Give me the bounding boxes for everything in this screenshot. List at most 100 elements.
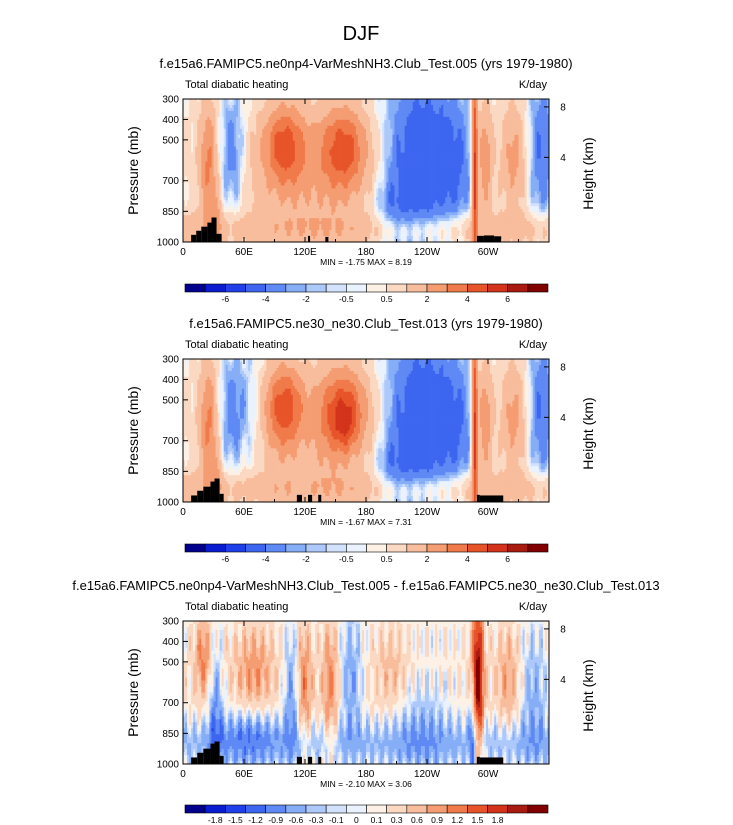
heatmap-cell	[256, 146, 259, 150]
heatmap-cell	[374, 179, 377, 183]
heatmap-cell	[241, 167, 245, 171]
heatmap-cell	[335, 173, 338, 177]
heatmap-cell	[420, 110, 424, 115]
heatmap-cell	[237, 110, 241, 115]
heatmap-cell	[313, 107, 316, 112]
heatmap-cell	[292, 101, 296, 106]
heatmap-cell	[473, 128, 477, 133]
heatmap-cell	[309, 134, 312, 139]
heatmap-cell	[388, 167, 391, 171]
heatmap-cell	[431, 110, 434, 115]
heatmap-cell	[239, 176, 243, 180]
heatmap-cell	[199, 110, 202, 115]
heatmap-cell	[404, 161, 408, 165]
heatmap-cell	[213, 104, 216, 109]
heatmap-cell	[355, 113, 359, 118]
heatmap-cell	[355, 99, 359, 103]
heatmap-cell	[372, 164, 375, 168]
heatmap-cell	[294, 107, 298, 112]
heatmap-cell	[309, 176, 312, 180]
heatmap-cell	[292, 99, 296, 103]
heatmap-cell	[382, 110, 385, 115]
heatmap-cell	[534, 99, 538, 103]
heatmap-cell	[211, 140, 214, 145]
heatmap-cell	[406, 116, 410, 121]
heatmap-cell	[457, 137, 460, 142]
heatmap-cell	[211, 131, 214, 136]
heatmap-cell	[380, 173, 383, 177]
heatmap-cell	[522, 149, 525, 153]
heatmap-cell	[276, 110, 279, 115]
heatmap-cell	[461, 113, 464, 118]
heatmap-cell	[252, 167, 255, 171]
heatmap-cell	[351, 158, 355, 162]
heatmap-cell	[396, 149, 399, 153]
heatmap-cell	[546, 125, 549, 130]
heatmap-cell	[363, 134, 367, 139]
heatmap-cell	[471, 101, 475, 106]
heatmap-cell	[447, 149, 450, 153]
heatmap-cell	[461, 101, 464, 106]
heatmap-cell	[465, 128, 469, 133]
heatmap-cell	[479, 167, 483, 171]
heatmap-cell	[300, 155, 304, 159]
heatmap-cell	[337, 110, 340, 115]
heatmap-cell	[280, 176, 283, 180]
heatmap-cell	[353, 116, 357, 121]
heatmap-cell	[429, 134, 432, 139]
heatmap-cell	[323, 99, 326, 103]
heatmap-cell	[441, 176, 444, 180]
heatmap-cell	[268, 140, 271, 145]
heatmap-cell	[526, 104, 530, 109]
heatmap-cell	[500, 170, 503, 174]
heatmap-cell	[477, 116, 481, 121]
heatmap-cell	[467, 113, 471, 118]
heatmap-cell	[217, 149, 220, 153]
heatmap-cell	[349, 116, 353, 121]
heatmap-cell	[475, 128, 479, 133]
heatmap-cell	[457, 170, 460, 174]
heatmap-cell	[339, 164, 342, 168]
heatmap-cell	[502, 119, 505, 124]
heatmap-cell	[268, 113, 271, 118]
heatmap-cell	[353, 152, 357, 156]
heatmap-cell	[378, 128, 381, 133]
heatmap-cell	[461, 173, 464, 177]
heatmap-cell	[349, 155, 353, 159]
heatmap-cell	[244, 110, 247, 115]
heatmap-cell	[237, 113, 241, 118]
heatmap-cell	[477, 164, 481, 168]
heatmap-cell	[461, 149, 464, 153]
heatmap-cell	[538, 152, 542, 156]
heatmap-cell	[404, 152, 408, 156]
heatmap-cell	[540, 170, 544, 174]
heatmap-cell	[510, 101, 513, 106]
heatmap-cell	[398, 128, 401, 133]
heatmap-cell	[447, 155, 450, 159]
heatmap-cell	[203, 149, 206, 153]
heatmap-cell	[248, 143, 251, 148]
heatmap-cell	[504, 104, 507, 109]
heatmap-cell	[408, 101, 412, 106]
heatmap-cell	[465, 164, 469, 168]
heatmap-cell	[268, 110, 271, 115]
heatmap-cell	[506, 143, 509, 148]
heatmap-cell	[309, 155, 312, 159]
heatmap-cell	[305, 128, 308, 133]
heatmap-cell	[386, 149, 389, 153]
heatmap-cell	[225, 101, 229, 106]
heatmap-cell	[502, 104, 505, 109]
heatmap-cell	[329, 107, 332, 112]
heatmap-cell	[353, 104, 357, 109]
heatmap-cell	[506, 134, 509, 139]
heatmap-cell	[339, 128, 342, 133]
heatmap-cell	[429, 146, 432, 150]
heatmap-cell	[191, 149, 194, 153]
heatmap-cell	[388, 107, 391, 112]
heatmap-cell	[502, 137, 505, 142]
heatmap-cell	[412, 122, 416, 127]
heatmap-cell	[396, 143, 399, 148]
heatmap-cell	[258, 152, 261, 156]
heatmap-cell	[414, 176, 418, 180]
heatmap-cell	[471, 131, 475, 136]
